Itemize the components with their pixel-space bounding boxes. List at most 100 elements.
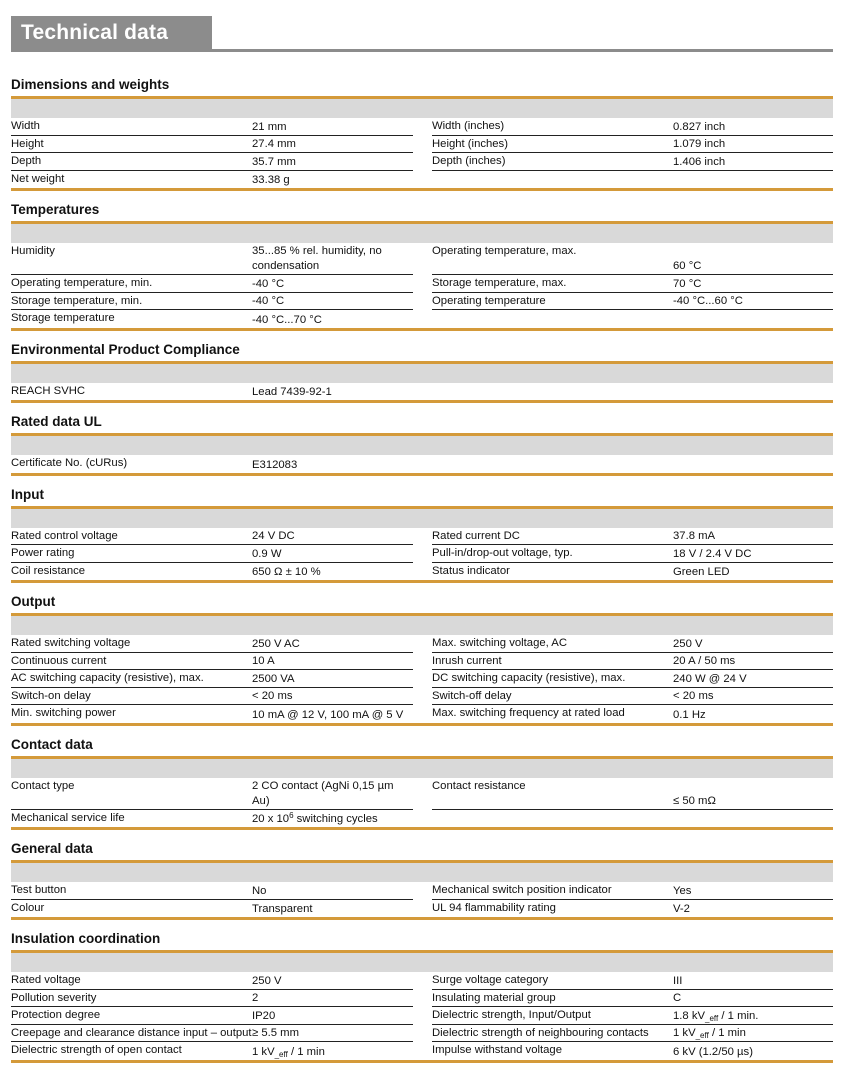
spec-value: < 20 ms — [673, 690, 714, 702]
spec-value: 35...85 % rel. humidity, no condensation — [252, 245, 382, 272]
spec-value: 37.8 mA — [673, 530, 716, 542]
left-cell-pair: Contact type 2 CO contact (AgNi 0,15 µm A… — [11, 778, 413, 810]
spec-label: Height (inches) — [432, 137, 508, 150]
spec-value: 650 Ω ± 10 % — [252, 566, 321, 578]
spec-value: 250 V — [673, 637, 703, 650]
spec-value: 20 x 106 switching cycles — [252, 812, 413, 827]
right-cell-pair: Contact resistance ≤ 50 mΩ — [432, 778, 833, 810]
section-rule — [11, 505, 833, 509]
table-row: Dielectric strength of open contact 1 kV_… — [11, 1042, 833, 1060]
section-dimensions-and-weights: Dimensions and weights Width 21 mm Width (i… — [11, 66, 833, 191]
left-cell-pair: Pollution severity 2 — [11, 990, 413, 1007]
left-cell-pair: Coil resistance 650 Ω ± 10 % — [11, 563, 413, 581]
spec-label: Status indicator — [432, 564, 510, 577]
spec-value: 33.38 g — [252, 174, 290, 186]
spec-value: 0.9 W — [252, 547, 282, 560]
spec-label: REACH SVHC — [11, 384, 86, 397]
spec-label: Storage temperature, min. — [11, 294, 143, 307]
spec-value: 250 V — [252, 974, 282, 987]
spec-value: 10 mA @ 12 V, 100 mA @ 5 V — [252, 708, 404, 721]
spec-label: Contact type — [11, 779, 75, 792]
right-cell-pair: Switch-off delay < 20 ms — [432, 688, 833, 705]
section-band — [11, 616, 833, 635]
section-rule — [11, 433, 833, 436]
section-rule — [11, 360, 833, 364]
left-cell-pair: Net weight 33.38 g — [11, 171, 413, 189]
spec-value: 18 V / 2.4 V DC — [673, 547, 752, 560]
value-segment: 1.8 kV — [673, 1009, 706, 1022]
spec-label: Test button — [11, 884, 67, 896]
right-cell-pair: Mechanical switch position indicator Yes — [432, 882, 833, 900]
spec-label: DC switching capacity (resistive), max. — [432, 672, 626, 684]
spec-label: Rated switching voltage — [11, 637, 131, 649]
spec-value: 60 °C — [673, 260, 702, 272]
section-end-rule — [11, 917, 833, 920]
table-row: Rated switching voltage 250 V AC Max. swit… — [11, 635, 833, 653]
table-row: Operating temperature, min. -40 °C Storage… — [11, 275, 833, 293]
spec-label: Height — [11, 137, 44, 150]
spec-value: 2 — [252, 992, 259, 1004]
spec-value: -40 °C...70 °C — [252, 313, 322, 326]
section-general-data: General data Test button No Mechanical swit… — [11, 830, 833, 920]
spec-label: Max. switching frequency at rated load — [432, 707, 625, 719]
left-cell-pair: Min. switching power 10 mA @ 12 V, 100 mA… — [11, 705, 413, 723]
table-row: Height 27.4 mm Height (inches) 1.079 inch — [11, 136, 833, 153]
section-title: Contact data — [11, 736, 93, 752]
spec-label: Pollution severity — [11, 991, 97, 1004]
section-end-rule — [11, 327, 833, 331]
section-title: Dimensions and weights — [11, 77, 170, 92]
section-title: Insulation coordination — [11, 931, 161, 946]
section-title: Environmental Product Compliance — [11, 341, 240, 357]
left-cell-pair: Test button No — [11, 882, 413, 900]
spec-value: Lead 7439-92-1 — [252, 386, 332, 398]
spec-label: Surge voltage category — [432, 974, 549, 986]
spec-value: ≥ 5.5 mm — [252, 1027, 300, 1039]
spec-label: Creepage and clearance distance input – … — [11, 1026, 252, 1039]
section-band — [11, 953, 833, 972]
section-band — [11, 224, 833, 243]
table-row: Storage temperature, min. -40 °C Operating… — [11, 293, 833, 310]
right-cell-pair: Operating temperature, max. 60 °C — [432, 243, 833, 275]
table-row: Continuous current 10 A Inrush current 20 A… — [11, 653, 833, 670]
spec-value: 2500 VA — [252, 672, 295, 685]
spec-label: Rated control voltage — [11, 529, 118, 542]
spec-label: Power rating — [11, 547, 75, 559]
spec-label: Storage temperature — [11, 312, 115, 324]
left-cell-pair: AC switching capacity (resistive), max. 2… — [11, 670, 413, 688]
left-cell-pair: Colour Transparent — [11, 900, 413, 918]
spec-value: 1.8 kV_eff / 1 min. — [673, 1009, 833, 1024]
value-segment: 6 — [289, 811, 294, 820]
table-row: Creepage and clearance distance input – … — [11, 1025, 833, 1042]
right-cell-pair: Max. switching frequency at rated load 0.… — [432, 705, 833, 723]
section-band — [11, 436, 833, 455]
spec-label: Pull-in/drop-out voltage, typ. — [432, 547, 573, 559]
table-row: AC switching capacity (resistive), max. 2… — [11, 670, 833, 688]
spec-value: ≤ 50 mΩ — [673, 794, 716, 807]
spec-label: Operating temperature — [432, 294, 546, 307]
section-band — [11, 99, 833, 118]
left-cell-pair: REACH SVHC Lead 7439-92-1 — [11, 383, 413, 401]
right-cell-pair — [432, 310, 833, 328]
value-segment: _eff — [705, 1013, 719, 1023]
spec-value: 1.079 inch — [673, 138, 726, 150]
left-cell-pair: Humidity 35...85 % rel. humidity, no cond… — [11, 243, 413, 275]
spec-value: 21 mm — [252, 120, 287, 133]
right-cell-pair: Width (inches) 0.827 inch — [432, 118, 833, 136]
section-title: Output — [11, 594, 56, 609]
spec-value: 10 A — [252, 655, 275, 667]
spec-value: IP20 — [252, 1009, 276, 1022]
spec-value: 250 V AC — [252, 637, 300, 650]
spec-value: -40 °C...60 °C — [673, 295, 743, 307]
spec-label: Impulse withstand voltage — [432, 1044, 562, 1056]
section-end-rule — [11, 1059, 833, 1063]
spec-value: 0.1 Hz — [673, 708, 706, 721]
spec-label: Coil resistance — [11, 564, 86, 577]
spec-label: Dielectric strength, Input/Output — [432, 1009, 591, 1021]
spec-value: 1 kV_eff / 1 min — [673, 1026, 833, 1041]
table-row: Humidity 35...85 % rel. humidity, no cond… — [11, 243, 833, 275]
left-cell-pair: Depth 35.7 mm — [11, 153, 413, 171]
spec-label: Max. switching voltage, AC — [432, 637, 567, 649]
spec-label: Width — [11, 120, 40, 132]
section-end-rule — [11, 722, 833, 726]
table-row: Pollution severity 2 Insulating material g… — [11, 990, 833, 1007]
